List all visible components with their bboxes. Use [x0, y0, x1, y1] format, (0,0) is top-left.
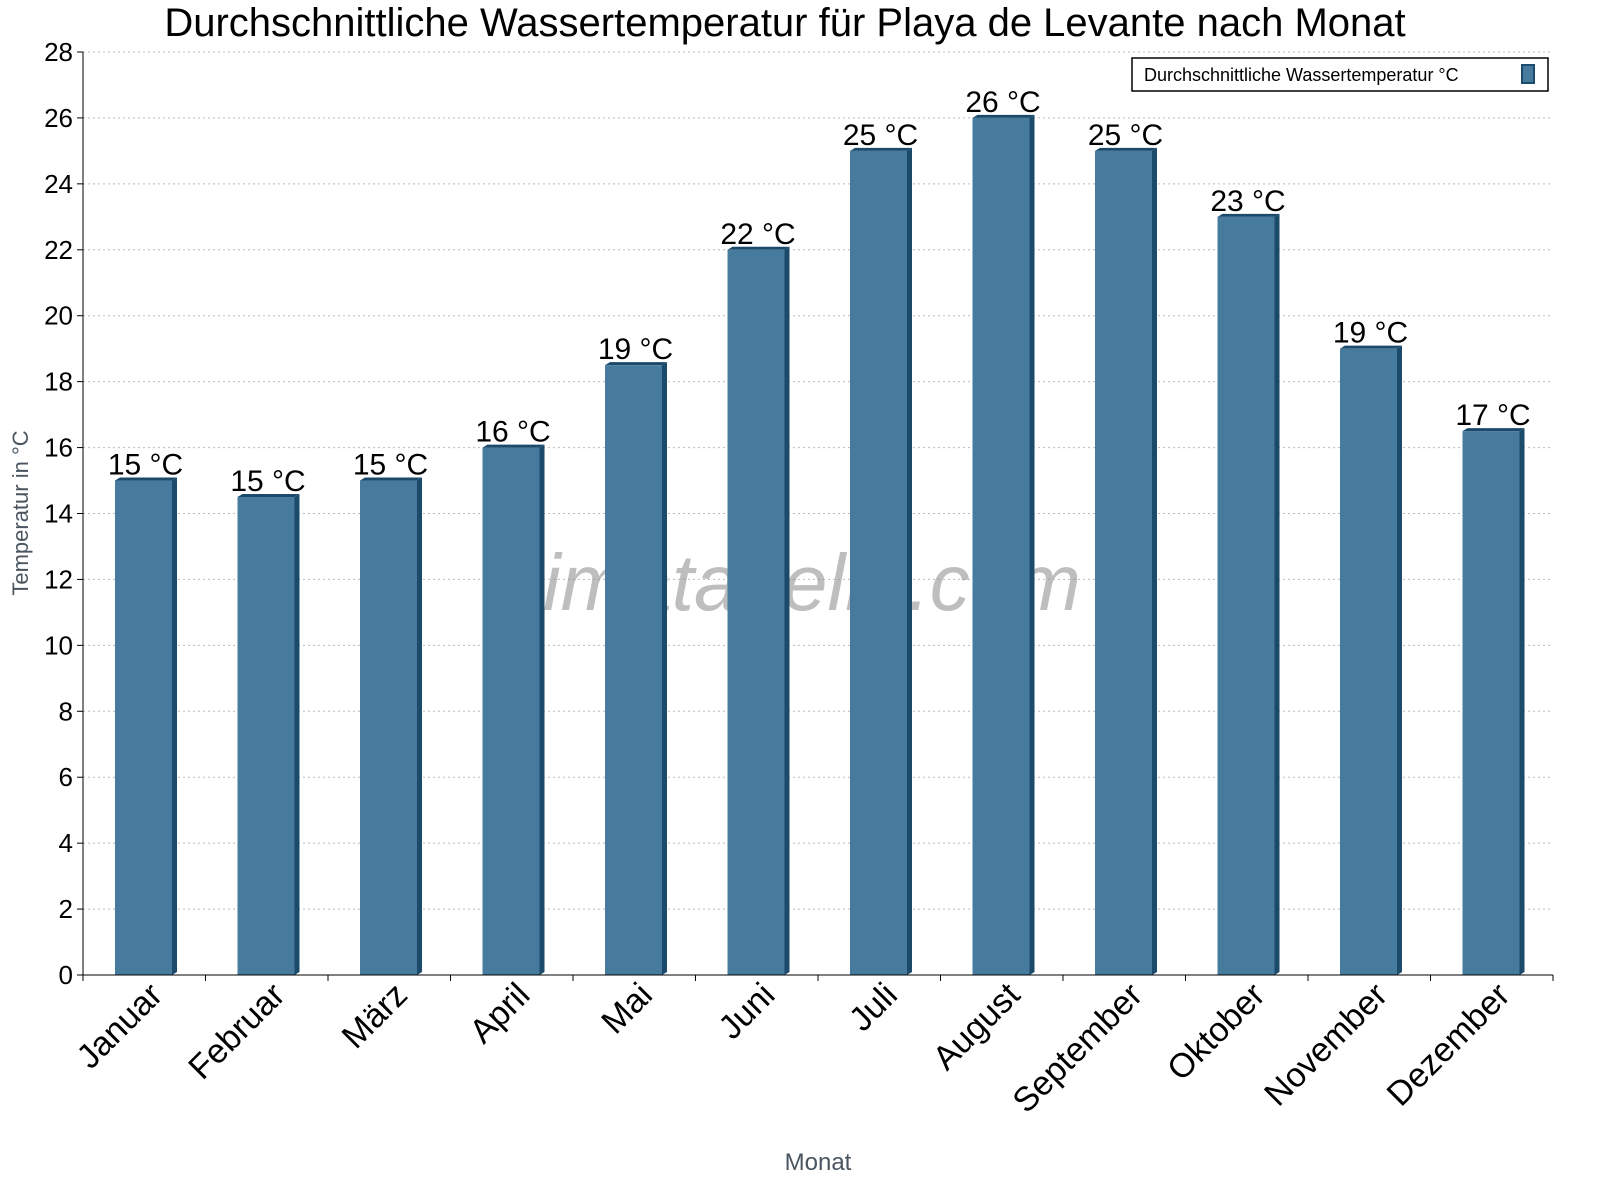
bar	[360, 480, 417, 975]
bar-top	[237, 494, 300, 498]
data-label: 16 °C	[475, 416, 550, 449]
bar	[727, 249, 785, 976]
bar-side	[539, 444, 545, 976]
bar-top	[1462, 428, 1525, 432]
y-tick-label: 0	[59, 960, 73, 990]
data-label: 19 °C	[598, 333, 673, 366]
bar-top	[482, 444, 545, 448]
bar	[1095, 150, 1152, 976]
data-label: 17 °C	[1455, 399, 1530, 432]
chart-title: Durchschnittliche Wassertemperatur für P…	[164, 1, 1405, 45]
bar	[1462, 431, 1520, 975]
data-label: 25 °C	[1088, 119, 1163, 152]
data-label: 19 °C	[1333, 317, 1408, 350]
bar	[972, 117, 1030, 975]
bar-side	[294, 494, 300, 975]
bar	[115, 480, 172, 975]
y-tick-label: 22	[44, 235, 73, 265]
bar	[482, 447, 540, 976]
legend-box	[1131, 57, 1549, 92]
bar-top	[115, 477, 177, 481]
bars: 15 °C 15 °C 15 °C 16 °C 19 °C 22 °C 25 °C 26 °C…	[108, 86, 1531, 976]
bar	[237, 497, 295, 975]
bar-side	[172, 477, 177, 975]
x-tick-label: Dezember	[1380, 976, 1518, 1114]
x-axis-label: Monat	[785, 1149, 852, 1176]
bar-side	[1397, 345, 1402, 975]
y-tick-label: 10	[44, 630, 73, 660]
bar-side	[1519, 428, 1525, 975]
x-tick-label: Januar	[70, 976, 170, 1076]
bar-top	[850, 147, 912, 151]
grid-lines	[83, 51, 1553, 910]
bar-top	[1095, 147, 1157, 151]
x-tick-label: Oktober	[1160, 976, 1272, 1088]
x-tick-label: Februar	[181, 976, 292, 1087]
x-tick-label: Juni	[711, 976, 782, 1047]
data-label: 22 °C	[720, 218, 795, 251]
y-axis-label: Temperatur in °C	[8, 430, 33, 595]
bar-side	[784, 246, 790, 976]
bar	[1340, 348, 1397, 975]
x-tick-label: September	[1005, 976, 1149, 1120]
x-tick-label: Mai	[594, 976, 660, 1042]
data-label: 15 °C	[230, 465, 305, 498]
bar	[1217, 216, 1275, 976]
bar-top	[1340, 345, 1402, 349]
y-tick-label: 16	[44, 433, 73, 463]
bar-side	[907, 147, 912, 976]
bar-top	[1217, 213, 1280, 217]
y-tick-label: 28	[44, 37, 73, 67]
data-label: 25 °C	[843, 119, 918, 152]
bar-side	[1152, 147, 1157, 976]
y-tick-label: 4	[59, 828, 73, 858]
y-tick-label: 6	[59, 762, 73, 792]
bar-side	[1274, 213, 1280, 976]
bar-top	[360, 477, 422, 481]
y-tick-label: 2	[59, 894, 73, 924]
legend-swatch	[1521, 64, 1535, 84]
y-tick-label: 14	[44, 499, 73, 529]
y-tick-label: 18	[44, 367, 73, 397]
bar-top	[972, 114, 1035, 118]
bar-side	[1029, 114, 1035, 975]
bar-side	[662, 362, 667, 975]
x-tick-label: Juli	[842, 976, 905, 1039]
x-tick-label: August	[926, 975, 1028, 1077]
y-tick-label: 26	[44, 103, 73, 133]
data-label: 26 °C	[965, 86, 1040, 119]
y-tick-label: 24	[44, 169, 73, 199]
bar-side	[417, 477, 422, 975]
y-tick-label: 20	[44, 301, 73, 331]
bar-top	[727, 246, 790, 250]
bar-top	[605, 362, 667, 366]
x-tick-label: März	[335, 976, 415, 1056]
x-tick-label: April	[462, 976, 537, 1051]
legend-label: Durchschnittliche Wassertemperatur °C	[1144, 65, 1459, 85]
y-tick-label: 12	[44, 564, 73, 594]
data-label: 15 °C	[353, 449, 428, 482]
data-label: 23 °C	[1210, 185, 1285, 218]
data-label: 15 °C	[108, 449, 183, 482]
bar	[850, 150, 907, 976]
legend: Durchschnittliche Wassertemperatur °C	[1131, 57, 1549, 92]
bar	[605, 365, 662, 975]
y-tick-label: 8	[59, 696, 73, 726]
x-tick-label: November	[1257, 976, 1395, 1114]
